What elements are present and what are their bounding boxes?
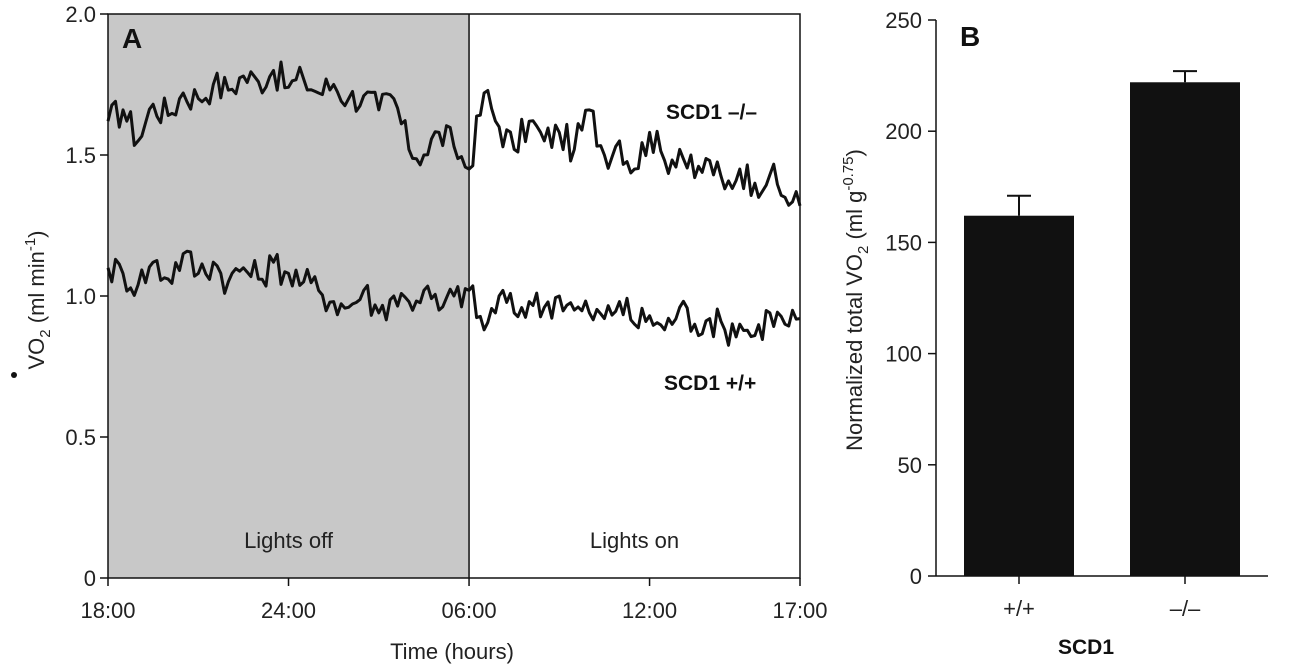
bar-y-tick-label: 0 [910, 564, 922, 589]
region-0 [108, 14, 470, 578]
y-tick-label: 1.0 [65, 284, 96, 309]
x-axis-ticks: 18:00 24:00 06:00 12:00 17:00 [80, 578, 828, 623]
x-tick-label: 12:00 [622, 598, 677, 623]
bar-y-title-unit: (ml g [842, 191, 867, 246]
y-tick-label: 1.5 [65, 143, 96, 168]
panel-a-line-chart: 00.51.01.52.0 18:00 24:00 06:00 12:00 17:00 … [11, 2, 828, 664]
y-axis-title: VO2 (ml min-1) [22, 230, 54, 369]
bar-x-axis-title: SCD1 [1058, 636, 1114, 659]
series-line-0 [106, 60, 802, 207]
region-label-0: Lights off [244, 528, 334, 553]
bars [964, 70, 1240, 576]
bar-y-title-sup: -0.75 [840, 156, 857, 190]
y-title-close: ) [24, 230, 49, 237]
series-label-ko: SCD1 –/– [666, 101, 757, 124]
series-lines [106, 60, 802, 347]
y-axis-ticks: 0 0.5 1.0 1.5 2.0 [65, 2, 108, 591]
x-axis-title: Time (hours) [390, 639, 514, 664]
y-title-sub: 2 [37, 329, 54, 337]
y-tick-label: 0 [84, 566, 96, 591]
bar-y-title-main: Normalized total VO [842, 254, 867, 451]
x-tick-label: 18:00 [80, 598, 135, 623]
bar-y-tick-label: 150 [885, 230, 922, 255]
bar-y-axis-ticks: 0 50 100 150 200 250 [885, 8, 936, 589]
region-labels: Lights off Lights on [244, 528, 679, 553]
bar-y-axis-title: Normalized total VO2 (ml g-0.75) [840, 149, 872, 451]
bar-category-label: –/– [1170, 596, 1201, 621]
light-regions [108, 14, 800, 578]
svg-text:Normalized total VO2 (ml g-0.7: Normalized total VO2 (ml g-0.75) [840, 149, 872, 451]
bar-y-title-close: ) [842, 149, 867, 156]
bar-y-tick-label: 100 [885, 342, 922, 367]
bar-y-tick-label: 200 [885, 119, 922, 144]
panel-letter-a: A [122, 23, 142, 54]
bar-x-axis-ticks: +/+ –/– [1003, 576, 1201, 621]
bar-y-tick-label: 250 [885, 8, 922, 33]
series-line-1 [106, 249, 801, 347]
series-label-wt: SCD1 +/+ [664, 372, 756, 395]
x-tick-label: 24:00 [261, 598, 316, 623]
x-tick-label: 06:00 [442, 598, 497, 623]
y-title-unit: (ml min [24, 251, 49, 329]
bar-0 [964, 215, 1074, 576]
vo2-dot-icon [11, 372, 17, 378]
panel-b-bar-chart: 0 50 100 150 200 250 +/+ –/– B SCD1 Normalized… [840, 8, 1268, 659]
y-title-sup: -1 [22, 238, 39, 251]
bar-y-tick-label: 50 [898, 453, 922, 478]
x-tick-label: 17:00 [772, 598, 827, 623]
y-title-main: VO [24, 338, 49, 370]
bar-axes [935, 20, 1268, 577]
region-1 [469, 14, 800, 578]
y-tick-label: 0.5 [65, 425, 96, 450]
region-label-1: Lights on [590, 528, 679, 553]
bar-y-title-sub: 2 [855, 246, 872, 254]
y-tick-label: 2.0 [65, 2, 96, 27]
bar-category-label: +/+ [1003, 596, 1035, 621]
bar-1 [1130, 82, 1240, 576]
panel-letter-b: B [960, 21, 980, 52]
svg-text:VO2 (ml min-1): VO2 (ml min-1) [22, 230, 54, 369]
